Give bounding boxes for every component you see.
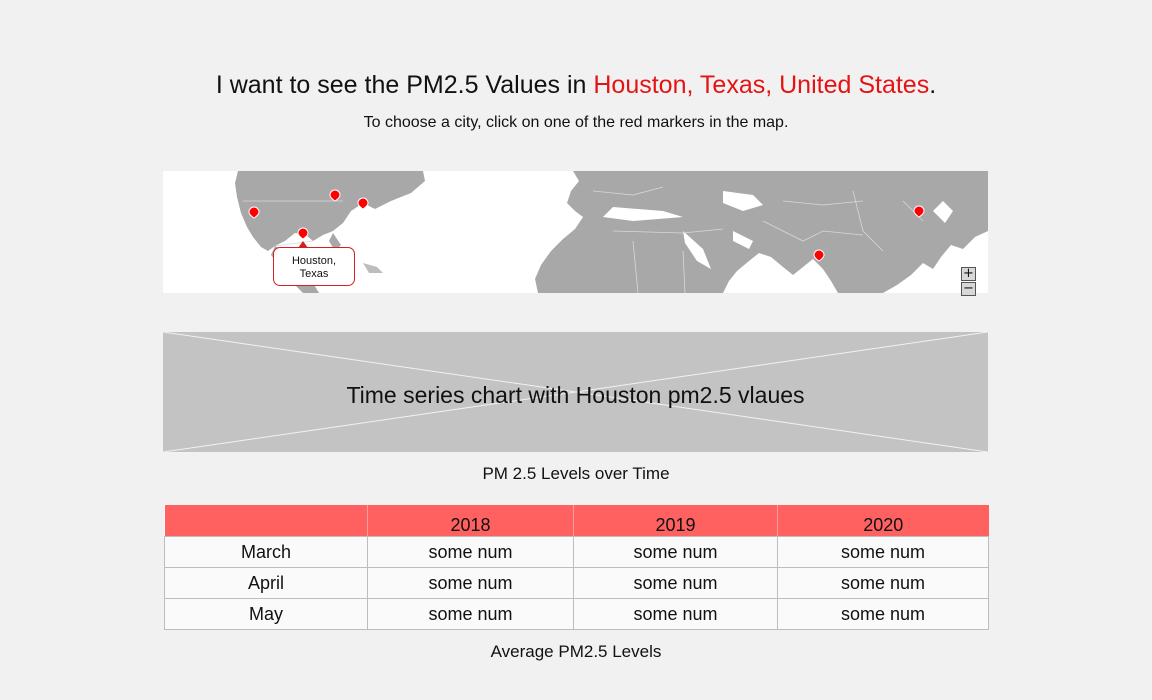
tooltip-line-2: Texas [299, 268, 329, 280]
instruction-text: To choose a city, click on one of the re… [363, 114, 789, 131]
table-cell: some num [367, 567, 574, 599]
table-cell: some num [777, 567, 989, 599]
table-cell: some num [573, 536, 778, 568]
tooltip-pointer [298, 241, 308, 248]
title-suffix: . [929, 71, 937, 99]
chart-placeholder: Time series chart with Houston pm2.5 vla… [163, 332, 988, 452]
world-map-graphic[interactable] [163, 171, 988, 293]
row-label: April [164, 567, 368, 599]
table-row: March some num some num some num [164, 536, 989, 568]
zoom-in-button[interactable]: + [961, 267, 976, 281]
column-header: 2020 [777, 505, 989, 537]
map-marker-icon [297, 227, 309, 240]
table-cell: some num [573, 598, 778, 630]
table-row: May some num some num some num [164, 598, 989, 630]
column-header [164, 505, 368, 537]
table-row: April some num some num some num [164, 567, 989, 599]
map-marker-icon [329, 189, 341, 202]
map-marker-icon [813, 249, 825, 262]
table-header-row: 2018 2019 2020 [164, 505, 989, 537]
table-cell: some num [777, 598, 989, 630]
chart-placeholder-text: Time series chart with Houston pm2.5 vla… [346, 382, 805, 408]
city-map[interactable] [163, 171, 988, 293]
column-header: 2018 [367, 505, 574, 537]
map-marker-icon [248, 206, 260, 219]
map-marker-icon [357, 197, 369, 210]
table-cell: some num [573, 567, 778, 599]
title-prefix: I want to see the PM2.5 Values in [215, 71, 587, 99]
map-marker-icon [913, 205, 925, 218]
table-cell: some num [367, 536, 574, 568]
chart-caption: PM 2.5 Levels over Time [482, 464, 670, 483]
row-label: May [164, 598, 368, 630]
table-cell: some num [777, 536, 989, 568]
page-title: I want to see the PM2.5 Values in Housto… [0, 68, 1152, 102]
column-header: 2019 [573, 505, 778, 537]
city-tooltip: Houston, Texas [273, 241, 355, 286]
selected-city: Houston, Texas, United States [593, 71, 930, 99]
placeholder-cross [163, 332, 988, 452]
table-caption: Average PM2.5 Levels [490, 642, 662, 661]
row-label: March [164, 536, 368, 568]
zoom-out-button[interactable]: − [961, 282, 976, 296]
table-cell: some num [367, 598, 574, 630]
pm25-table: 2018 2019 2020 March some num some num s… [164, 505, 989, 630]
tooltip-line-1: Houston, [291, 255, 337, 267]
